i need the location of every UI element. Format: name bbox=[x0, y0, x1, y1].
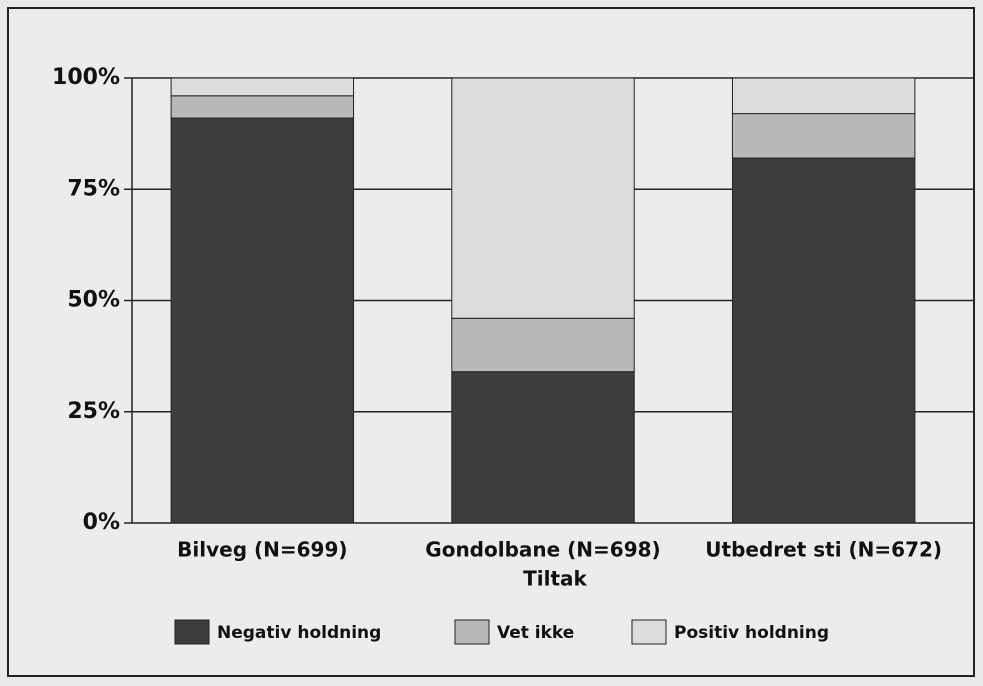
legend-label: Positiv holdning bbox=[674, 623, 829, 643]
x-tick-label: Bilveg (N=699) bbox=[177, 538, 347, 562]
y-tick-label: 75% bbox=[67, 176, 120, 201]
y-tick-label: 25% bbox=[67, 399, 120, 424]
x-axis-label: Tiltak bbox=[523, 567, 587, 591]
legend-swatch bbox=[174, 619, 210, 645]
x-tick-label: Utbedret sti (N=672) bbox=[705, 538, 942, 562]
bar-segment bbox=[170, 95, 355, 119]
bar-segment bbox=[170, 77, 355, 97]
bar-segment bbox=[451, 77, 635, 319]
bar-segment bbox=[731, 113, 916, 159]
legend-swatch bbox=[454, 619, 490, 645]
y-tick-label: 0% bbox=[83, 510, 120, 535]
bar-segment bbox=[731, 77, 916, 115]
bar-segment bbox=[451, 317, 635, 373]
x-tick-label: Gondolbane (N=698) bbox=[425, 538, 660, 562]
legend-label: Vet ikke bbox=[497, 623, 574, 643]
bar-segment bbox=[731, 157, 916, 524]
bar-segment bbox=[170, 117, 355, 524]
legend-label: Negativ holdning bbox=[217, 623, 381, 643]
bar-segment bbox=[451, 371, 635, 524]
legend-swatch bbox=[631, 619, 667, 645]
y-tick-label: 100% bbox=[52, 65, 120, 90]
y-tick-label: 50% bbox=[67, 288, 120, 313]
